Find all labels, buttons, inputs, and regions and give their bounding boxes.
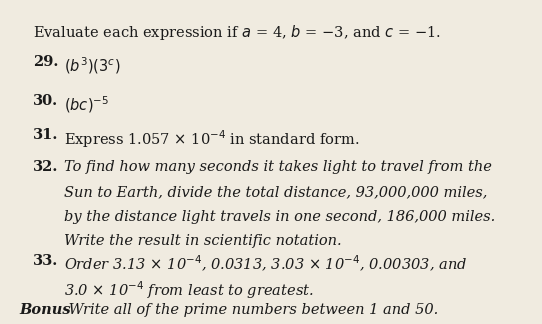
Text: 31.: 31. [33,128,59,142]
Text: Bonus: Bonus [19,303,70,317]
Text: 30.: 30. [33,94,59,108]
Text: Write the result in scientific notation.: Write the result in scientific notation. [64,234,341,248]
Text: $(bc)^{-5}$: $(bc)^{-5}$ [64,94,109,115]
Text: 3.0 $\times$ 10$^{-4}$ from least to greatest.: 3.0 $\times$ 10$^{-4}$ from least to gre… [64,279,314,301]
Text: Express 1.057 $\times$ 10$^{-4}$ in standard form.: Express 1.057 $\times$ 10$^{-4}$ in stan… [64,128,359,150]
Text: Sun to Earth, divide the total distance, 93,000,000 miles,: Sun to Earth, divide the total distance,… [64,185,487,199]
Text: by the distance light travels in one second, 186,000 miles.: by the distance light travels in one sec… [64,210,495,224]
Text: 33.: 33. [33,254,59,268]
Text: Order 3.13 $\times$ 10$^{-4}$, 0.0313, 3.03 $\times$ 10$^{-4}$, 0.00303, and: Order 3.13 $\times$ 10$^{-4}$, 0.0313, 3… [64,254,467,274]
Text: 32.: 32. [33,160,59,174]
Text: Write all of the prime numbers between 1 and 50.: Write all of the prime numbers between 1… [64,303,438,317]
Text: To find how many seconds it takes light to travel from the: To find how many seconds it takes light … [64,160,492,174]
Text: 29.: 29. [33,55,59,69]
Text: Evaluate each expression if $a$ = 4, $b$ = $-$3, and $c$ = $-$1.: Evaluate each expression if $a$ = 4, $b$… [33,23,441,42]
Text: $(b^3)(3^c)$: $(b^3)(3^c)$ [64,55,120,76]
